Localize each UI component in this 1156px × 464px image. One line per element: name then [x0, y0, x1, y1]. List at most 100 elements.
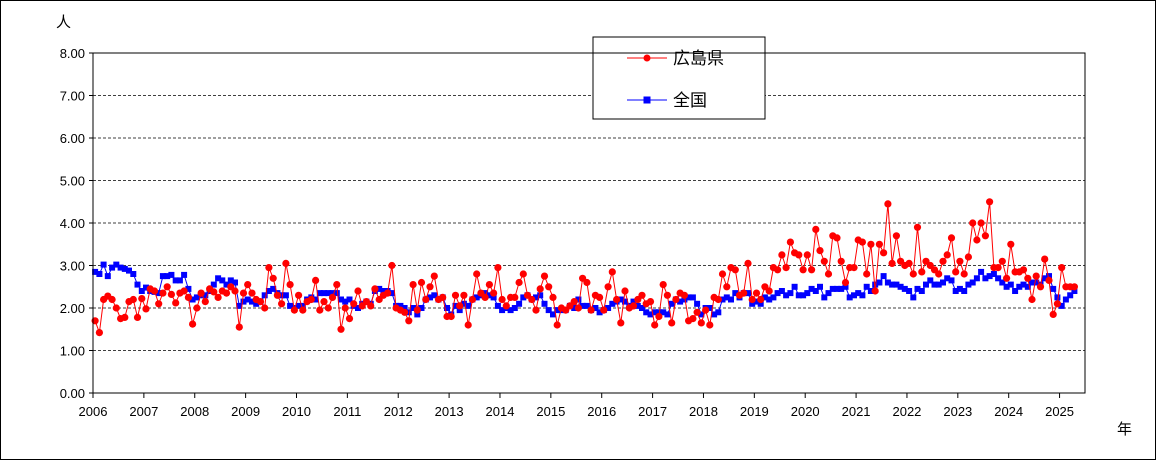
- data-point: [210, 288, 218, 296]
- data-point: [447, 312, 455, 321]
- data-point: [913, 223, 922, 231]
- data-point: [834, 285, 840, 292]
- data-point: [825, 290, 832, 297]
- data-point: [138, 288, 145, 294]
- y-tick-label: 4.00: [60, 216, 85, 231]
- data-point: [321, 290, 327, 297]
- data-point: [952, 288, 959, 294]
- data-point: [851, 292, 857, 299]
- data-point: [668, 319, 676, 327]
- data-point: [451, 291, 460, 299]
- data-point: [405, 317, 413, 325]
- data-point: [969, 219, 977, 227]
- data-point: [889, 281, 896, 288]
- data-point: [947, 234, 956, 242]
- data-point: [1003, 274, 1011, 282]
- y-tick-label: 0.00: [60, 386, 85, 401]
- data-point: [689, 315, 697, 323]
- data-point: [329, 290, 336, 297]
- data-point: [1053, 300, 1061, 308]
- data-point: [240, 298, 247, 305]
- data-point: [112, 304, 120, 312]
- data-point: [456, 302, 464, 310]
- data-point: [320, 298, 328, 306]
- data-point: [295, 302, 302, 309]
- data-point: [629, 302, 638, 310]
- x-tick-label: 2014: [486, 404, 515, 419]
- data-point: [219, 277, 226, 284]
- legend-marker-national: [643, 96, 651, 104]
- legend-label-hiroshima: 広島県: [673, 49, 724, 68]
- data-point: [757, 300, 764, 307]
- data-point: [604, 283, 612, 291]
- data-point: [210, 281, 217, 288]
- data-point: [422, 295, 430, 304]
- data-point: [273, 291, 281, 299]
- data-point: [515, 278, 523, 287]
- data-point: [1029, 279, 1035, 286]
- data-point: [986, 198, 994, 206]
- data-point: [998, 257, 1006, 265]
- data-point: [680, 291, 689, 299]
- data-point: [600, 306, 608, 314]
- data-point: [278, 300, 286, 308]
- x-tick-label: 2009: [231, 404, 260, 419]
- data-point: [753, 298, 760, 305]
- data-point: [981, 232, 990, 240]
- data-point: [109, 264, 116, 271]
- data-point: [714, 295, 722, 304]
- data-point: [108, 295, 116, 304]
- data-point: [163, 283, 171, 291]
- y-tick-label: 6.00: [60, 131, 85, 146]
- data-point: [325, 290, 332, 297]
- data-point: [812, 288, 819, 294]
- data-point: [345, 315, 354, 323]
- data-point: [778, 288, 785, 294]
- data-point: [482, 290, 489, 297]
- data-point: [172, 277, 179, 284]
- data-point: [155, 290, 162, 297]
- data-point: [265, 264, 273, 272]
- data-point: [452, 302, 459, 309]
- legend-marker-hiroshima: [643, 54, 651, 62]
- data-point: [473, 294, 480, 301]
- data-point: [235, 323, 243, 331]
- x-tick-label: 2016: [587, 404, 616, 419]
- data-point: [681, 296, 688, 303]
- data-point: [464, 321, 472, 329]
- data-point: [499, 307, 506, 314]
- data-point: [532, 306, 540, 314]
- data-point: [253, 300, 260, 307]
- data-point: [507, 307, 514, 314]
- data-point: [549, 293, 557, 301]
- data-point: [804, 290, 811, 297]
- x-tick-label: 2017: [638, 404, 667, 419]
- data-point: [587, 306, 595, 314]
- data-point: [995, 275, 1002, 282]
- data-point: [189, 320, 197, 328]
- data-point: [223, 281, 230, 288]
- data-point: [867, 288, 874, 294]
- data-point: [833, 234, 841, 242]
- data-point: [1050, 285, 1057, 292]
- data-point: [1046, 273, 1052, 280]
- data-point: [355, 305, 361, 311]
- data-point: [761, 294, 768, 301]
- data-point: [414, 311, 421, 318]
- data-point: [990, 271, 997, 277]
- data-point: [1045, 276, 1053, 284]
- x-tick-label: 2018: [689, 404, 718, 419]
- data-point: [536, 285, 544, 293]
- data-point: [417, 278, 426, 287]
- data-point: [706, 305, 713, 311]
- data-point: [201, 298, 209, 306]
- data-point: [554, 307, 561, 314]
- data-point: [858, 238, 867, 246]
- y-tick-label: 8.00: [60, 46, 85, 61]
- data-point: [944, 275, 951, 282]
- data-point: [1007, 240, 1015, 248]
- data-point: [1024, 274, 1032, 282]
- legend-label-national: 全国: [673, 91, 707, 110]
- data-point: [261, 292, 268, 299]
